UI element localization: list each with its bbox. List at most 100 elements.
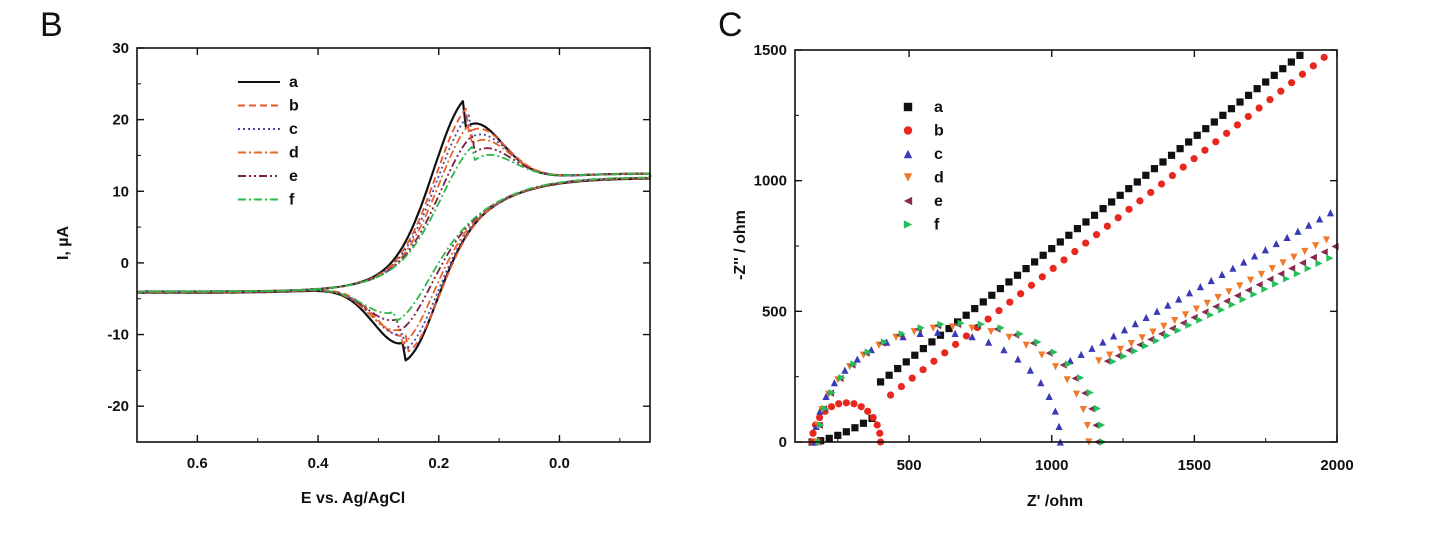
eis-point-a <box>834 431 842 439</box>
eis-legend-label-b: b <box>934 123 944 140</box>
eis-point-d <box>1181 311 1190 319</box>
eis-point-a <box>996 284 1004 293</box>
eis-legend-marker-e <box>903 196 913 206</box>
eis-point-f <box>1185 321 1193 329</box>
eis-point-e <box>1223 297 1231 305</box>
eis-point-c <box>1283 233 1291 242</box>
eis-point-d <box>910 328 918 336</box>
eis-point-f <box>1064 360 1073 368</box>
eis-point-b <box>984 315 992 323</box>
eis-point-f <box>1034 338 1042 346</box>
cv-x-axis-title: E vs. Ag/AgCl <box>301 490 405 507</box>
eis-point-e <box>1092 421 1100 429</box>
eis-point-a <box>1219 111 1227 119</box>
eis-point-c <box>1272 239 1280 248</box>
eis-point-c <box>1240 258 1248 266</box>
eis-point-d <box>987 328 995 336</box>
eis-point-a <box>1116 191 1124 199</box>
eis-point-b <box>876 429 884 437</box>
eis-point-c <box>1315 215 1324 223</box>
eis-point-b <box>850 400 858 408</box>
panel-b-cv-chart: B 0.6 0.4 0.2 0.0 -20 -10 0 10 20 30 E vs. Ag/AgC… <box>40 6 652 507</box>
eis-point-f <box>838 374 846 382</box>
eis-point-b <box>930 357 938 365</box>
eis-point-a <box>1185 138 1193 146</box>
eis-point-c <box>951 329 959 337</box>
eis-point-f <box>1315 259 1323 267</box>
eis-point-e <box>1266 275 1274 283</box>
eis-point-f <box>1326 254 1334 262</box>
eis-point-f <box>1076 374 1085 382</box>
eis-point-c <box>822 392 830 401</box>
eis-point-a <box>1065 231 1073 239</box>
eis-point-b <box>827 403 836 411</box>
cv-plot-frame <box>136 47 651 443</box>
eis-point-d <box>1225 288 1233 296</box>
eis-point-c <box>1037 379 1045 387</box>
eis-point-c <box>1000 346 1008 354</box>
cv-series-b <box>137 107 651 353</box>
eis-series-f <box>815 254 1334 446</box>
eis-point-b <box>908 374 916 382</box>
cv-series-a <box>137 100 652 362</box>
eis-point-b <box>842 399 850 407</box>
eis-point-d <box>1246 276 1255 284</box>
eis-point-c <box>1088 344 1096 352</box>
eis-point-a <box>1159 158 1167 166</box>
eis-point-c <box>1045 392 1053 401</box>
eis-point-f <box>937 320 945 328</box>
cv-legend-label-e: e <box>289 168 298 185</box>
eis-point-d <box>1214 293 1222 302</box>
eis-point-f <box>1250 290 1258 298</box>
eis-point-a <box>928 338 936 346</box>
eis-point-f <box>1304 264 1312 273</box>
eis-point-f <box>1120 352 1128 360</box>
eis-y-tick-label: 1000 <box>754 173 787 190</box>
eis-point-f <box>1207 311 1215 319</box>
eis-point-e <box>1244 286 1252 294</box>
eis-point-b <box>1266 95 1274 104</box>
eis-point-a <box>1227 105 1236 113</box>
eis-point-d <box>1005 333 1013 342</box>
eis-point-c <box>1229 264 1237 272</box>
eis-point-a <box>1270 71 1278 79</box>
eis-point-b <box>1147 188 1155 197</box>
cv-series-e <box>137 135 651 332</box>
eis-point-f <box>1217 306 1226 314</box>
eis-legend-label-e: e <box>934 193 943 210</box>
eis-point-b <box>835 400 843 408</box>
eis-point-a <box>876 378 885 386</box>
eis-point-b <box>1157 180 1166 188</box>
eis-point-a <box>1167 151 1176 159</box>
eis-point-b <box>1114 214 1122 222</box>
eis-point-f <box>850 360 858 368</box>
eis-point-f <box>1239 295 1247 304</box>
eis-point-d <box>1079 406 1087 414</box>
eis-x-tick-label: 500 <box>897 457 922 474</box>
eis-x-axis-title: Z' /ohm <box>1027 493 1083 510</box>
eis-point-f <box>1174 326 1182 335</box>
cv-x-tick-label: 0.2 <box>428 455 449 472</box>
eis-series-b <box>808 53 1328 446</box>
eis-point-d <box>1192 305 1200 313</box>
eis-point-b <box>1082 239 1090 247</box>
eis-point-b <box>1320 53 1328 61</box>
cv-x-tick-label: 0.0 <box>549 455 570 472</box>
eis-point-a <box>1073 225 1082 233</box>
eis-point-a <box>1090 211 1099 219</box>
eis-point-c <box>934 328 942 336</box>
eis-point-b <box>1017 290 1025 298</box>
eis-point-f <box>1152 337 1161 345</box>
eis-point-d <box>1301 247 1309 256</box>
eis-point-a <box>979 298 987 306</box>
eis-point-d <box>1171 316 1179 325</box>
cv-y-tick-label: 20 <box>112 112 129 129</box>
eis-point-c <box>1120 326 1129 334</box>
eis-legend-marker-f <box>903 220 913 229</box>
eis-point-a <box>1082 218 1090 226</box>
eis-point-a <box>1296 51 1304 59</box>
eis-point-c <box>853 355 861 363</box>
eis-point-b <box>1233 121 1242 129</box>
eis-point-e <box>1190 313 1198 322</box>
eis-point-e <box>1147 335 1155 343</box>
